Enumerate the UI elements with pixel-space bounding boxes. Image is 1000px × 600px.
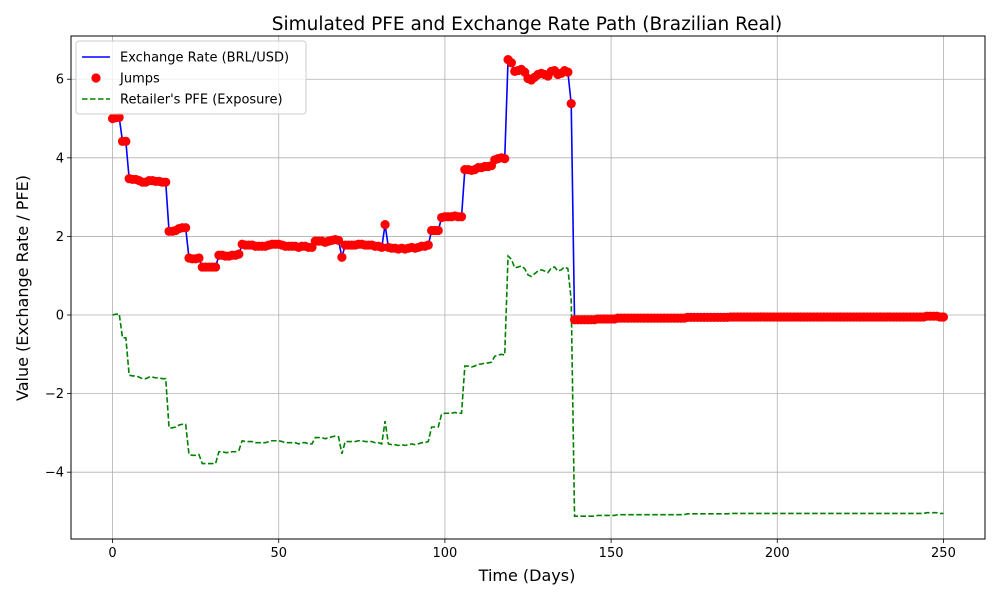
- x-axis-ticks: 0 50 100 150 200 250: [108, 539, 956, 561]
- jump-point: [566, 98, 576, 109]
- legend-jumps-swatch: [91, 73, 101, 83]
- jump-point: [938, 312, 949, 322]
- jump-point: [380, 220, 390, 230]
- y-axis-ticks: −4 −2 0 2 4 6: [45, 73, 71, 481]
- jump-point: [210, 262, 221, 272]
- jump-point: [114, 112, 124, 122]
- x-tick-label: 100: [432, 546, 457, 561]
- jump-point: [377, 242, 387, 253]
- plot-area: [107, 54, 949, 518]
- jump-point: [500, 154, 510, 164]
- jump-point: [181, 223, 191, 233]
- jump-point: [563, 67, 573, 77]
- legend-pfe-label: Retailer's PFE (Exposure): [120, 93, 283, 108]
- y-tick-label: −2: [45, 387, 64, 402]
- jump-point: [506, 58, 516, 68]
- jump-point: [337, 252, 347, 262]
- pfe-series-line: [112, 254, 944, 518]
- jump-point: [456, 212, 467, 222]
- jump-point: [423, 240, 433, 250]
- legend-jumps-label: Jumps: [119, 72, 160, 87]
- jump-point: [433, 225, 443, 236]
- legend-rate-label: Exchange Rate (BRL/USD): [120, 51, 289, 66]
- y-tick-label: 2: [56, 230, 64, 245]
- jump-point: [121, 136, 131, 146]
- x-tick-label: 200: [765, 546, 790, 561]
- chart-title: Simulated PFE and Exchange Rate Path (Br…: [272, 14, 783, 35]
- x-tick-label: 150: [599, 546, 624, 561]
- legend-box: [75, 40, 307, 115]
- grid-lines: [71, 36, 985, 539]
- jump-point: [333, 235, 344, 245]
- jump-point: [234, 249, 244, 259]
- y-tick-label: 6: [56, 73, 64, 88]
- y-tick-label: 4: [56, 151, 64, 166]
- x-axis-label: Time (Days): [478, 566, 576, 585]
- legend: Exchange Rate (BRL/USD) Jumps Retailer's…: [75, 40, 307, 115]
- jump-point: [161, 177, 171, 187]
- y-tick-label: 0: [56, 309, 64, 324]
- x-tick-label: 250: [931, 546, 956, 561]
- y-tick-label: −4: [45, 466, 64, 481]
- jump-point: [194, 253, 204, 263]
- x-tick-label: 50: [270, 546, 287, 561]
- axes-frame: [70, 35, 986, 540]
- x-tick-label: 0: [108, 546, 116, 561]
- y-axis-label: Value (Exchange Rate / PFE): [13, 175, 32, 401]
